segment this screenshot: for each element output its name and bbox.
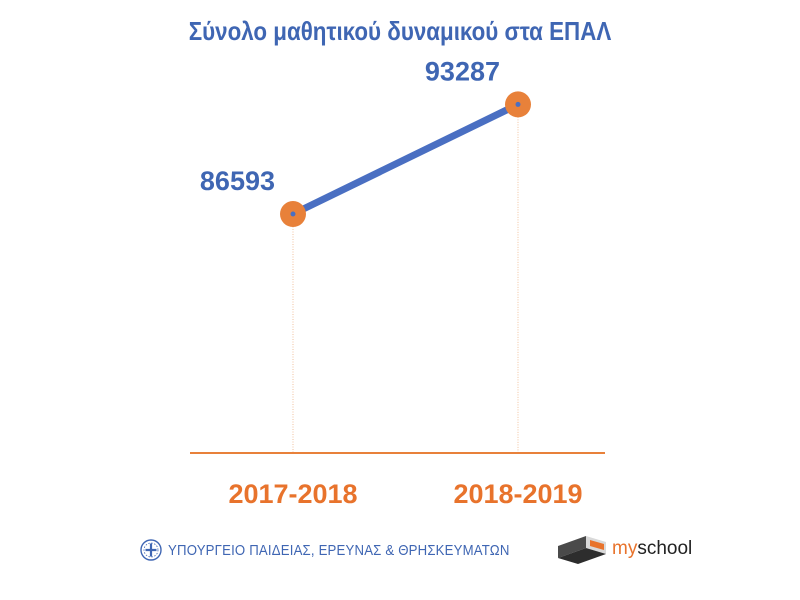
data-labels: 86593 93287 (200, 56, 500, 196)
ministry-name: ΥΠΟΥΡΓΕΙΟ ΠΑΙΔΕΙΑΣ, ΕΡΕΥΝΑΣ & ΘΡΗΣΚΕΥΜΑΤ… (168, 541, 510, 559)
data-point-center-0 (290, 211, 296, 217)
data-point-center-1 (515, 101, 521, 107)
data-label-1: 93287 (425, 56, 500, 86)
category-labels: 2017-2018 2018-2019 (228, 479, 582, 509)
brand-name: myschool (612, 538, 693, 559)
chart-title: Σύνολο μαθητικού δυναμικού στα ΕΠΑΛ (188, 16, 612, 46)
series-line (289, 100, 522, 218)
guide-lines (292, 104, 519, 453)
category-label-0: 2017-2018 (228, 479, 357, 509)
category-label-1: 2018-2019 (453, 479, 582, 509)
data-label-0: 86593 (200, 166, 275, 196)
greek-emblem-icon (140, 539, 162, 561)
myschool-logo-icon (558, 536, 606, 564)
series-group (280, 91, 531, 228)
ministry-footer: ΥΠΟΥΡΓΕΙΟ ΠΑΙΔΕΙΑΣ, ΕΡΕΥΝΑΣ & ΘΡΗΣΚΕΥΜΑΤ… (140, 538, 556, 562)
myschool-brand: myschool (556, 530, 692, 568)
